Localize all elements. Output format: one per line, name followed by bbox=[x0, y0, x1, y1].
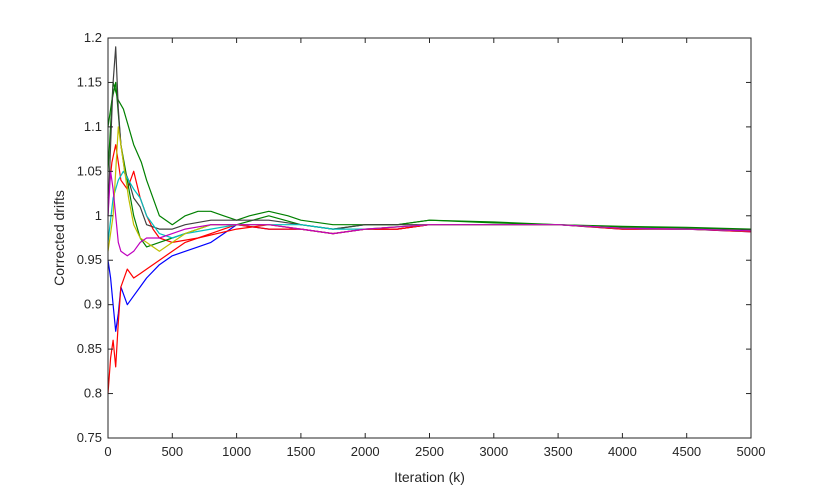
y-tick-label: 1.2 bbox=[84, 30, 102, 45]
x-axis: 0 500 1000 1500 2000 2500 3000 3500 4000 4500 5000 bbox=[104, 38, 765, 459]
y-axis-label: Corrected drifts bbox=[51, 190, 67, 286]
x-tick-label: 0 bbox=[104, 444, 111, 459]
x-tick-label: 3500 bbox=[544, 444, 573, 459]
y-tick-label: 1.05 bbox=[77, 163, 102, 178]
x-tick-label: 1500 bbox=[286, 444, 315, 459]
x-tick-label: 2000 bbox=[351, 444, 380, 459]
x-axis-label: Iteration (k) bbox=[394, 469, 465, 485]
y-tick-label: 0.95 bbox=[77, 252, 102, 267]
series-line-9 bbox=[107, 170, 752, 257]
x-tick-label: 3000 bbox=[479, 444, 508, 459]
y-tick-label: 1.1 bbox=[84, 119, 102, 134]
plot-background bbox=[108, 38, 751, 438]
x-tick-label: 4500 bbox=[672, 444, 701, 459]
x-tick-label: 500 bbox=[161, 444, 183, 459]
y-tick-label: 1.15 bbox=[77, 74, 102, 89]
y-tick-label: 0.8 bbox=[84, 386, 102, 401]
y-tick-label: 0.9 bbox=[84, 297, 102, 312]
y-axis: 0.75 0.8 0.85 0.9 0.95 1 1.05 1.1 1.15 1.2 bbox=[77, 30, 751, 445]
x-tick-label: 2500 bbox=[415, 444, 444, 459]
y-tick-label: 1 bbox=[95, 208, 102, 223]
y-tick-label: 0.75 bbox=[77, 430, 102, 445]
x-tick-label: 4000 bbox=[608, 444, 637, 459]
x-tick-label: 1000 bbox=[222, 444, 251, 459]
x-tick-label: 5000 bbox=[737, 444, 766, 459]
y-tick-label: 0.85 bbox=[77, 341, 102, 356]
series-layer bbox=[107, 46, 752, 394]
